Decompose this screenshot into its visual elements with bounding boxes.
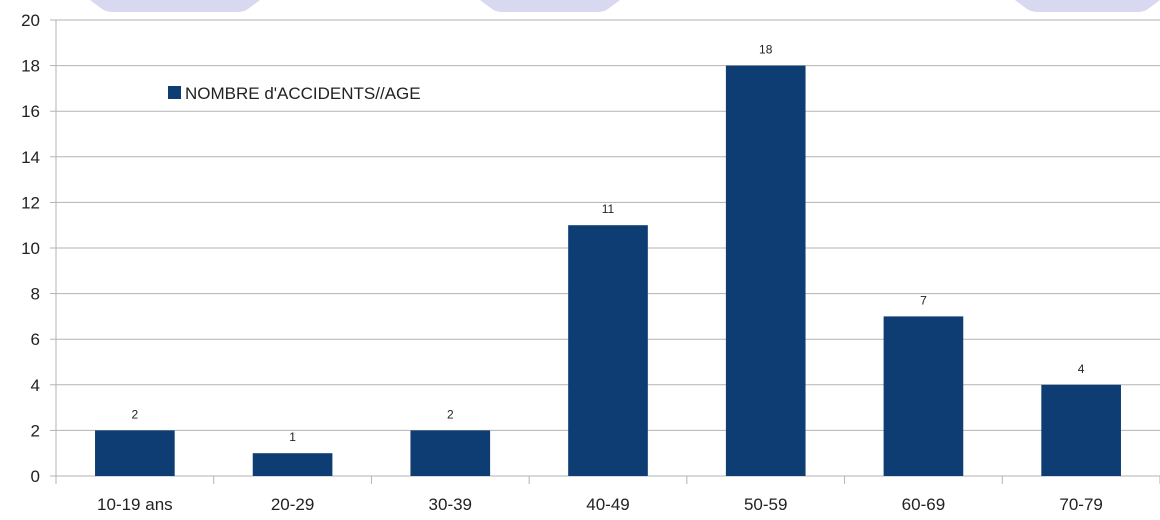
- top-decoration: [90, 0, 1160, 12]
- legend: NOMBRE d'ACCIDENTS//AGE: [168, 84, 421, 103]
- bar-30-39: [410, 430, 491, 476]
- legend-label: NOMBRE d'ACCIDENTS//AGE: [185, 84, 421, 103]
- bars: [95, 65, 1121, 476]
- bar-70-79: [1041, 384, 1121, 476]
- y-tick-label: 8: [31, 285, 40, 304]
- x-tick-label: 10-19 ans: [97, 495, 173, 514]
- y-tick-label: 0: [31, 467, 40, 486]
- y-tick-label: 16: [21, 102, 40, 121]
- data-label: 4: [1078, 362, 1085, 376]
- bar-10-19-ans: [95, 430, 175, 476]
- decoration-tab: [480, 0, 620, 12]
- data-labels: 2 1 2 11 18 7 4: [132, 43, 1085, 445]
- y-tick-label: 2: [31, 421, 40, 440]
- x-tick-label: 40-49: [586, 495, 629, 514]
- bar-40-49: [568, 225, 648, 476]
- x-axis-ticks: 10-19 ans 20-29 30-39 40-49 50-59 60-69 70-79: [55, 476, 1160, 514]
- decoration-tab: [90, 0, 260, 12]
- data-label: 18: [759, 43, 773, 57]
- y-tick-label: 4: [31, 376, 40, 395]
- x-tick-label: 50-59: [744, 495, 787, 514]
- data-label: 2: [447, 407, 454, 421]
- bar-60-69: [883, 316, 964, 476]
- y-tick-label: 20: [21, 11, 40, 30]
- y-tick-label: 10: [21, 239, 40, 258]
- x-tick-label: 30-39: [429, 495, 472, 514]
- x-tick-label: 20-29: [271, 495, 314, 514]
- y-tick-label: 12: [21, 193, 40, 212]
- legend-swatch: [168, 86, 181, 99]
- bar-20-29: [252, 453, 333, 476]
- data-label: 1: [289, 430, 296, 444]
- y-tick-label: 6: [31, 330, 40, 349]
- y-tick-label: 18: [21, 57, 40, 76]
- decoration-tab: [1015, 0, 1160, 12]
- x-tick-label: 60-69: [902, 495, 945, 514]
- data-label: 2: [132, 407, 139, 421]
- x-tick-label: 70-79: [1059, 495, 1102, 514]
- y-axis-ticks: 0 2 4 6 8 10 12 14 16 18 20: [21, 11, 56, 486]
- data-label: 11: [602, 202, 615, 216]
- y-tick-label: 14: [21, 148, 40, 167]
- data-label: 7: [920, 293, 927, 307]
- bar-50-59: [725, 65, 806, 476]
